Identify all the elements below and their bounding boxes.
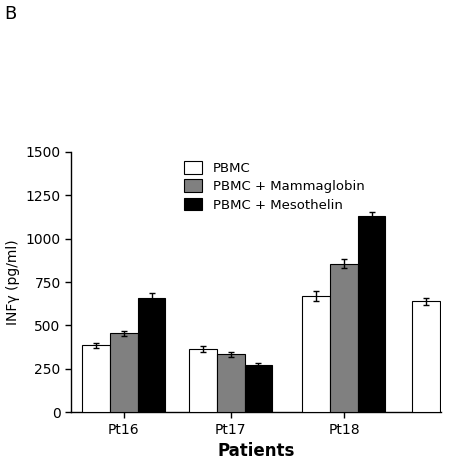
- Bar: [217, 354, 245, 412]
- Text: B: B: [5, 5, 17, 23]
- Bar: [358, 216, 385, 412]
- Bar: [412, 301, 439, 412]
- Bar: [302, 296, 330, 412]
- Bar: [110, 333, 138, 412]
- Bar: [330, 264, 358, 412]
- Bar: [82, 346, 110, 412]
- Bar: [245, 365, 272, 412]
- Bar: [189, 349, 217, 412]
- Y-axis label: INFγ (pg/ml): INFγ (pg/ml): [6, 239, 20, 325]
- Legend: PBMC, PBMC + Mammaglobin, PBMC + Mesothelin: PBMC, PBMC + Mammaglobin, PBMC + Mesothe…: [181, 158, 367, 214]
- Bar: [138, 298, 165, 412]
- X-axis label: Patients: Patients: [217, 442, 295, 460]
